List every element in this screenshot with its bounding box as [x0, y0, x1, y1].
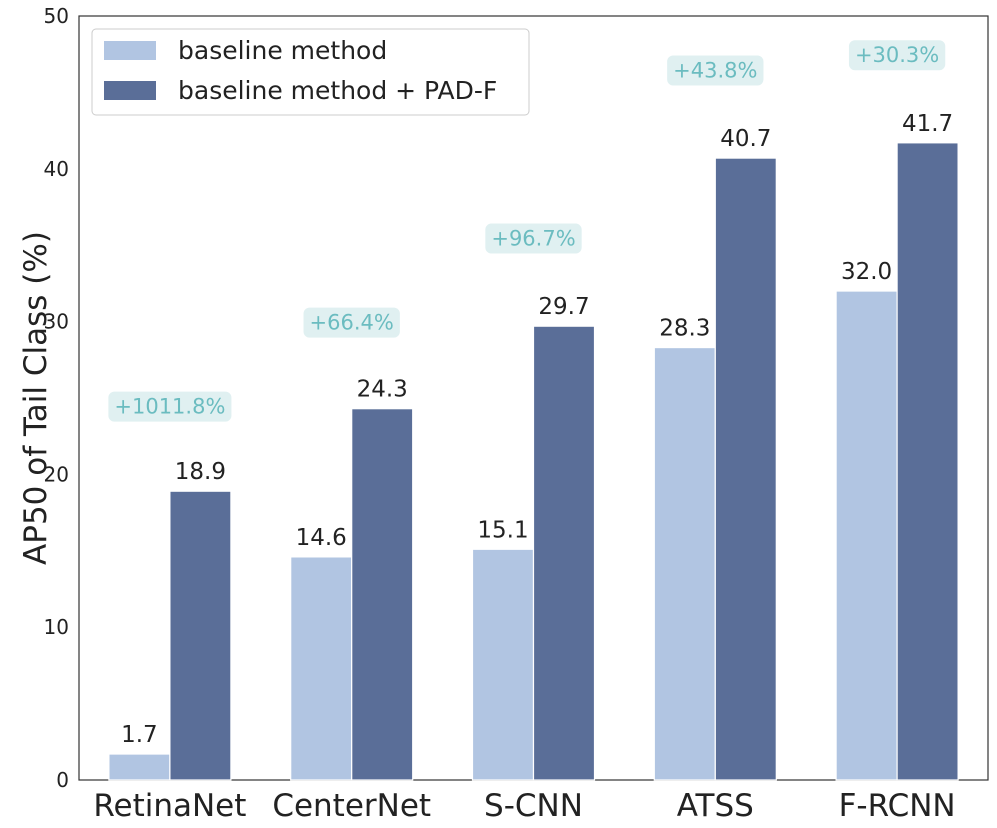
y-tick-label: 40 [44, 157, 69, 181]
y-axis-title: AP50 of Tail Class (%) [18, 231, 54, 565]
bar-baseline [835, 290, 898, 781]
y-tick-label: 10 [44, 615, 69, 639]
legend-label-baseline: baseline method [178, 36, 387, 65]
x-tick-label: F-RCNN [839, 788, 956, 824]
x-axis: RetinaNet CenterNet S-CNN ATSS F-RCNN [93, 788, 955, 824]
x-tick-label: CenterNet [272, 788, 431, 824]
value-label-baseline: 28.3 [659, 316, 710, 342]
legend-swatch-baseline [104, 41, 156, 60]
improvement-badge: +43.8% [667, 55, 764, 86]
improvement-badge: +66.4% [303, 307, 400, 338]
y-tick-label: 30 [44, 310, 69, 334]
value-label-pad-f: 18.9 [175, 459, 226, 485]
improvement-label: +96.7% [491, 227, 575, 251]
value-label-baseline: 14.6 [296, 525, 347, 551]
bar-pad-f [714, 157, 777, 781]
value-label-pad-f: 40.7 [720, 126, 771, 152]
improvement-label: +66.4% [310, 311, 394, 335]
x-tick-label: RetinaNet [93, 788, 246, 824]
legend-swatch-pad-f [104, 81, 156, 100]
legend: baseline method baseline method + PAD-F [91, 28, 530, 116]
bar-baseline [108, 753, 171, 781]
improvement-badge-bg [485, 223, 582, 254]
y-axis: 0 10 20 30 40 50 [44, 4, 69, 792]
y-tick-label: 0 [56, 768, 69, 792]
improvement-badge: +30.3% [848, 40, 946, 71]
value-label-baseline: 32.0 [841, 259, 892, 285]
improvement-badge-bg [848, 40, 946, 71]
improvement-label: +30.3% [855, 43, 939, 67]
y-tick-label: 50 [44, 4, 69, 28]
bars [108, 142, 959, 781]
x-tick-label: S-CNN [484, 788, 583, 824]
y-tick-label: 20 [44, 462, 69, 486]
value-label-pad-f: 41.7 [902, 111, 953, 137]
bar-pad-f [351, 408, 414, 781]
value-label-baseline: 15.1 [477, 517, 528, 543]
improvement-badge-bg [108, 391, 232, 422]
value-label-pad-f: 29.7 [538, 294, 589, 320]
bar-baseline [471, 548, 535, 781]
legend-label-pad-f: baseline method + PAD-F [178, 76, 497, 105]
value-label-pad-f: 24.3 [357, 377, 408, 403]
improvement-badge-bg [303, 307, 400, 338]
bar-baseline [290, 556, 353, 781]
improvement-badge: +1011.8% [108, 391, 232, 422]
bar-pad-f [532, 325, 596, 781]
x-tick-label: ATSS [677, 788, 754, 824]
improvement-label: +43.8% [673, 58, 757, 82]
improvement-label: +1011.8% [114, 395, 225, 419]
bar-baseline [653, 346, 716, 781]
legend-frame [91, 28, 530, 116]
improvement-badge: +96.7% [485, 223, 582, 254]
value-label-baseline: 1.7 [121, 722, 158, 748]
improvement-labels: +1011.8% +66.4% +96.7% +43.8% +30.3% [108, 40, 946, 422]
bar-pad-f [169, 490, 232, 781]
bar-pad-f [896, 142, 959, 781]
value-labels: 1.7 18.9 14.6 24.3 15.1 29.7 28.3 40.7 32.0 41.7 [121, 111, 953, 748]
improvement-badge-bg [667, 55, 764, 86]
